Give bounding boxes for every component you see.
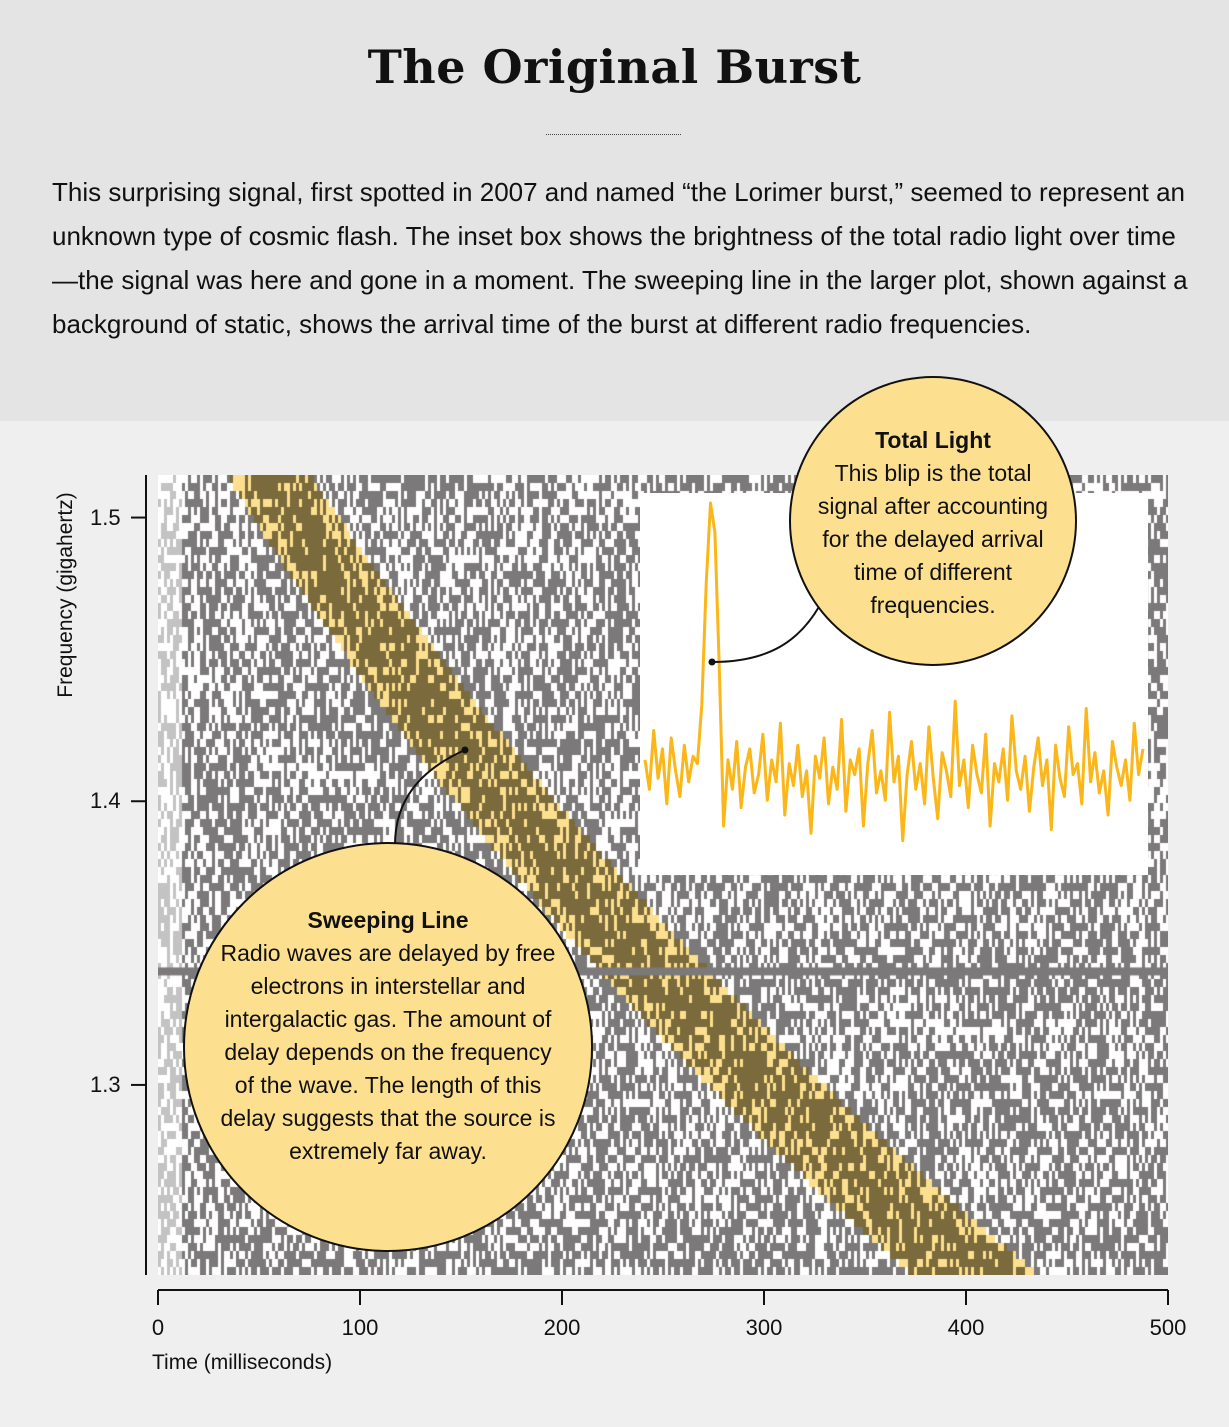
y-tick-label: 1.3 [90, 1071, 121, 1097]
sweeping-line-leader [394, 749, 466, 846]
inset-brightness-line [643, 501, 1145, 843]
divider [546, 134, 681, 135]
page-title: The Original Burst [367, 40, 862, 94]
total-light-title: Total Light [875, 427, 991, 453]
x-tick-label: 300 [745, 1315, 783, 1340]
sweeping-line-pointer-dot [461, 746, 469, 754]
y-axis-title: Frequency (gigahertz) [54, 492, 77, 698]
x-tick-label: 0 [151, 1315, 165, 1340]
x-tick-label: 400 [947, 1315, 985, 1340]
sweeping-line-callout: Sweeping Line Radio waves are delayed by… [183, 842, 593, 1252]
header: The Original Burst This surprising signa… [0, 0, 1229, 421]
total-light-pointer-dot [708, 658, 716, 666]
y-tick-label: 1.5 [90, 504, 121, 530]
total-light-callout: Total Light This blip is the total signa… [789, 376, 1077, 666]
y-tick-label: 1.4 [90, 788, 121, 814]
sweeping-line-text: Radio waves are delayed by free electron… [220, 940, 556, 1164]
description: This surprising signal, first spotted in… [52, 177, 1188, 339]
total-light-text: This blip is the total signal after acco… [817, 460, 1049, 618]
x-tick-label: 500 [1149, 1315, 1187, 1340]
x-tick-label: 100 [341, 1315, 379, 1340]
x-tick-label: 200 [543, 1315, 581, 1340]
sweeping-line-title: Sweeping Line [307, 907, 469, 933]
x-axis-title: Time (milliseconds) [152, 1351, 333, 1374]
